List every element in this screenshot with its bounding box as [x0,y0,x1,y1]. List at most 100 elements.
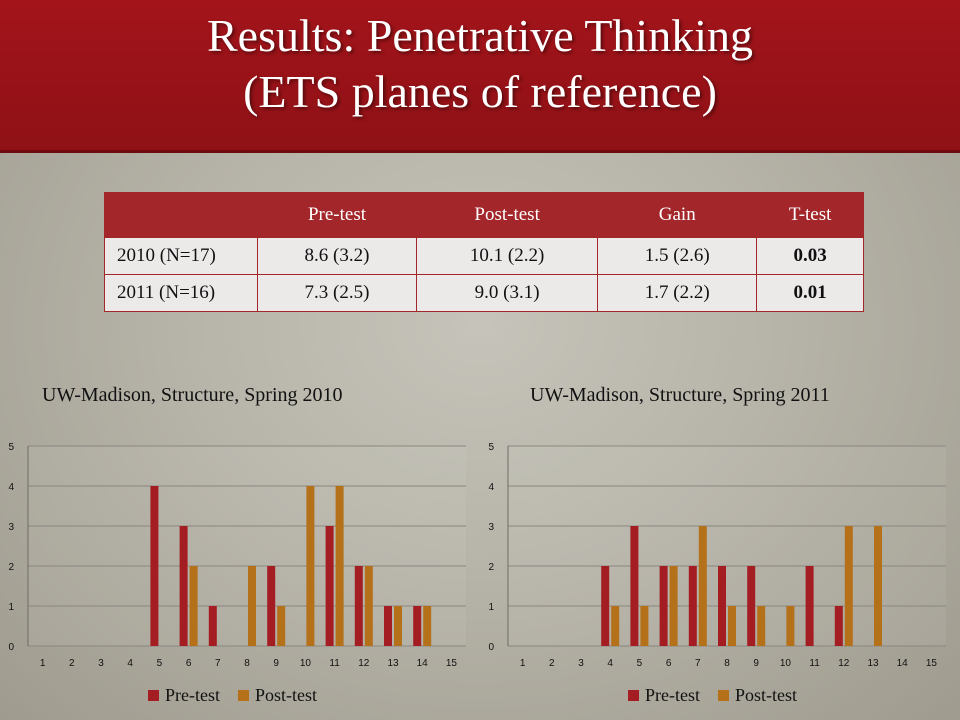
slide-title-line-2: (ETS planes of reference) [243,66,717,117]
chart-title-2010: UW-Madison, Structure, Spring 2010 [42,384,343,406]
table-cell-pretest: 8.6 (3.2) [257,237,417,275]
x-tick-label: 1 [520,658,526,669]
bar-posttest [728,606,736,646]
x-tick-label: 6 [186,658,192,669]
x-tick-label: 15 [926,658,938,669]
bar-pretest [413,606,422,646]
y-tick-label: 3 [8,522,14,533]
bar-pretest [601,566,610,646]
bar-posttest [335,486,344,646]
y-tick-label: 4 [8,482,14,493]
legend-item-pretest: Pre-test [628,685,700,706]
bar-pretest [208,606,217,646]
legend-swatch-pretest [628,690,639,701]
y-tick-label: 5 [488,442,494,453]
y-tick-label: 0 [488,642,494,653]
bar-pretest [805,566,814,646]
x-tick-label: 3 [98,658,104,669]
x-tick-label: 8 [724,658,730,669]
x-tick-label: 6 [666,658,672,669]
slide-title-line-1: Results: Penetrative Thinking [207,10,753,61]
legend-swatch-posttest [717,690,729,701]
x-tick-label: 12 [358,658,370,669]
legend-item-pretest: Pre-test [148,685,220,706]
bar-posttest [640,606,649,646]
x-tick-label: 8 [244,658,250,669]
legend-label-posttest: Post-test [254,685,317,705]
bar-posttest [757,606,766,646]
bar-posttest [248,566,256,646]
bar-pretest [354,566,363,646]
y-tick-label: 3 [488,522,494,533]
x-tick-label: 11 [329,658,340,669]
bar-posttest [189,566,198,646]
x-tick-label: 14 [897,658,909,669]
slide-title: Results: Penetrative Thinking (ETS plane… [0,8,960,120]
table-cell-posttest: 10.1 (2.2) [415,237,599,275]
bar-posttest [277,606,286,646]
legend-2010: Pre-test Post-test [148,685,317,706]
y-tick-label: 2 [488,562,494,573]
bar-pretest [179,526,188,646]
table-cell-gain: 1.5 (2.6) [597,237,758,275]
table-row: 2010 (N=17) 8.6 (3.2) 10.1 (2.2) 1.5 (2.… [104,237,864,275]
bar-pretest [325,526,334,646]
x-tick-label: 3 [578,658,584,669]
x-tick-label: 2 [69,658,75,669]
x-tick-label: 15 [446,658,458,669]
bar-pretest [659,566,668,646]
y-tick-label: 2 [8,562,14,573]
chart-title-2011: UW-Madison, Structure, Spring 2011 [530,384,830,406]
y-tick-label: 0 [8,642,14,653]
x-tick-label: 2 [549,658,555,669]
legend-2011: Pre-test Post-test [628,685,797,706]
bar-pretest [267,566,276,646]
y-tick-label: 1 [488,602,494,613]
x-tick-label: 4 [127,658,133,669]
bar-pretest [150,486,159,646]
x-tick-label: 10 [780,658,792,669]
bar-posttest [698,526,707,646]
bar-posttest [874,526,882,646]
bar-pretest [834,606,843,646]
title-banner [0,0,960,153]
table-cell-ttest: 0.01 [756,274,864,312]
bar-pretest [747,566,756,646]
table-header-pretest: Pre-test [257,192,417,238]
legend-swatch-pretest [148,690,159,701]
legend-swatch-posttest [237,690,249,701]
table-header-gain: Gain [597,192,758,238]
legend-label-pretest: Pre-test [645,685,700,705]
table-cell-ttest: 0.03 [756,237,864,275]
x-tick-label: 10 [300,658,312,669]
table-cell-year: 2011 (N=16) [104,274,258,312]
bar-posttest [306,486,315,646]
y-tick-label: 5 [8,442,14,453]
table-header-posttest: Post-test [415,192,599,238]
table-cell-gain: 1.7 (2.2) [597,274,758,312]
x-tick-label: 7 [215,658,221,669]
results-table: Pre-test Post-test Gain T-test 2010 (N=1… [104,192,864,312]
legend-label-pretest: Pre-test [165,685,220,705]
table-cell-pretest: 7.3 (2.5) [257,274,417,312]
bar-posttest [611,606,620,646]
x-tick-label: 13 [387,658,399,669]
bar-pretest [384,606,392,646]
table-row: 2011 (N=16) 7.3 (2.5) 9.0 (3.1) 1.7 (2.2… [104,274,864,312]
bar-posttest [844,526,853,646]
plot-area [508,446,946,646]
legend-label-posttest: Post-test [734,685,797,705]
y-tick-label: 4 [488,482,494,493]
x-tick-label: 9 [753,658,759,669]
legend-item-posttest: Post-test [717,685,797,706]
x-tick-label: 1 [40,658,46,669]
x-tick-label: 13 [867,658,879,669]
x-tick-label: 11 [809,658,820,669]
bar-pretest [630,526,639,646]
bar-posttest [786,606,795,646]
table-cell-year: 2010 (N=17) [104,237,258,275]
plot-area [28,446,466,646]
x-tick-label: 12 [838,658,850,669]
y-tick-label: 1 [8,602,14,613]
